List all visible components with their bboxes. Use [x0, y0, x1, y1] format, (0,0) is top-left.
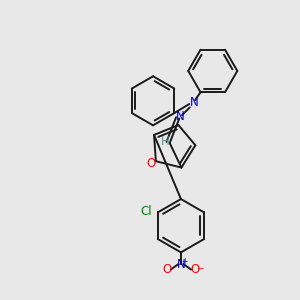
Text: Cl: Cl — [140, 205, 152, 218]
Text: −: − — [196, 263, 204, 272]
Text: +: + — [182, 256, 188, 266]
Text: N: N — [189, 96, 198, 109]
Text: N: N — [177, 258, 185, 271]
Text: O: O — [146, 157, 155, 170]
Text: O: O — [162, 263, 172, 276]
Text: O: O — [190, 263, 200, 276]
Text: H: H — [160, 135, 169, 148]
Text: N: N — [176, 110, 185, 123]
